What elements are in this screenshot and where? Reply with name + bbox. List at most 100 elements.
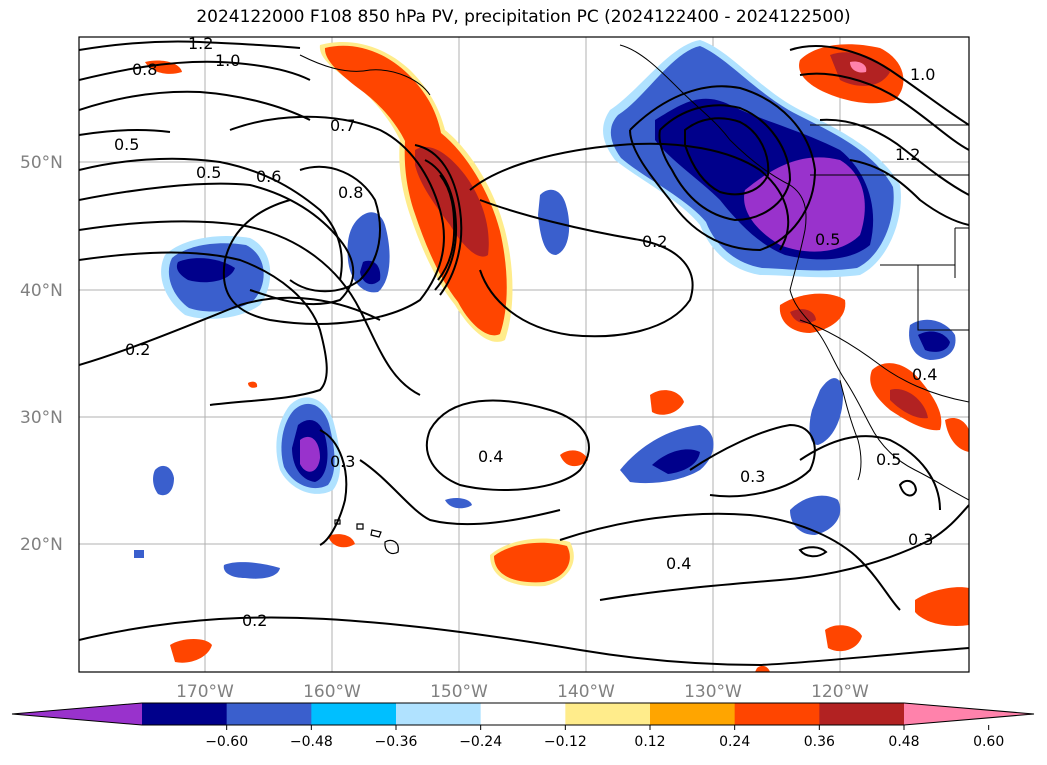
contour-0.7: [222, 115, 445, 325]
colorbar: −0.60 −0.48 −0.36 −0.24 −0.12 0.12 0.24 0.36 0.4…: [11, 702, 1035, 750]
lon-label-140w: 140°W: [557, 682, 615, 702]
colorbar-tick-label: −0.36: [375, 734, 418, 750]
precip-patch-2: [560, 450, 588, 467]
precip-negative-fills: [134, 40, 956, 579]
contour-label: 0.3: [908, 530, 933, 549]
contour-labels: 1.2 1.0 0.8 0.5 0.7 0.5 0.6 0.8 0.2 0.2 …: [114, 34, 937, 630]
pv-contours: [79, 40, 969, 667]
precip-patch-6: [170, 638, 212, 663]
lon-label-170w: 170°W: [176, 682, 234, 702]
contour-label: 1.0: [215, 51, 240, 70]
colorbar-tick-label: −0.12: [544, 734, 587, 750]
contour-0.2-south: [79, 616, 969, 667]
precip-area-nw-corner-max: [850, 61, 867, 73]
contour-label: 0.4: [912, 365, 937, 384]
precip-positive-fills: [145, 41, 969, 672]
precip-patch-5: [825, 625, 862, 652]
island-hawaii: [384, 539, 399, 555]
colorbar-tick-label: 0.36: [804, 734, 835, 750]
precip-area-mexico-east: [945, 418, 969, 452]
precip-patch-1: [650, 390, 684, 415]
contour-inner-3: [437, 174, 456, 281]
precip-patch-9: [755, 665, 770, 672]
contour-label: 0.8: [132, 60, 157, 79]
hawaiian-islands: [334, 519, 399, 555]
contour-nw-outer: [629, 85, 817, 252]
contour-1.0-top: [79, 60, 311, 81]
colorbar-tick-label: −0.48: [290, 734, 333, 750]
precip-area-central-north-strong: [176, 258, 235, 283]
contour-0.8-ne: [819, 118, 969, 196]
contour-label: 0.2: [642, 232, 667, 251]
contour-0.8-left: [79, 90, 311, 121]
contour-1.2-top: [79, 40, 301, 51]
contour-0.4-ring: [425, 399, 590, 491]
contour-1.2-ne: [799, 72, 969, 151]
contour-nw-mid: [658, 104, 792, 222]
lon-label-160w: 160°W: [303, 682, 361, 702]
latitude-labels: 50°N 40°N 30°N 20°N: [20, 153, 63, 555]
lat-label-50n: 50°N: [20, 153, 63, 173]
lon-label-150w: 150°W: [430, 682, 488, 702]
longitude-labels: 170°W 160°W 150°W 140°W 130°W 120°W: [176, 682, 869, 702]
precip-patch-4: [915, 587, 969, 626]
colorbar-segment: [226, 703, 312, 725]
colorbar-segment: [396, 703, 482, 725]
precip-patch-7: [328, 534, 355, 548]
colorbar-tick-label: 0.48: [888, 734, 919, 750]
precip-area-california-strong: [790, 309, 816, 324]
map-frame: [78, 36, 970, 673]
contour-0.2: [79, 296, 381, 366]
colorbar-outline: [11, 702, 1035, 726]
contour-label: 0.3: [330, 452, 355, 471]
colorbar-extend-low: [12, 703, 142, 725]
precip-dot-3: [445, 497, 472, 509]
island-maui: [370, 529, 382, 538]
precip-area-157w-strong: [360, 260, 381, 285]
precip-area-134w: [620, 425, 714, 484]
coastline-alaska: [299, 54, 431, 96]
precip-area-134w-strong: [652, 449, 700, 474]
contour-1.0-ne: [789, 45, 969, 126]
precip-area-baja-south: [790, 495, 841, 535]
colorbar-segment: [734, 703, 820, 725]
contour-0.5-left: [79, 128, 171, 136]
us-mexico-border: [799, 319, 969, 403]
contour-small-ring-2: [798, 546, 828, 558]
contour-0.5-mexico: [799, 435, 941, 511]
contour-label: 1.0: [910, 65, 935, 84]
contour-0.6: [79, 182, 355, 306]
precip-area-mexico-strong: [890, 389, 928, 419]
contour-0.2-east: [479, 199, 694, 338]
map-title: 2024122000 F108 850 hPa PV, precipitatio…: [196, 7, 851, 27]
coastline-west-us-mexico: [789, 229, 969, 501]
map-plot-area: 1.2 1.0 0.8 0.5 0.7 0.5 0.6 0.8 0.2 0.2 …: [79, 34, 969, 672]
contour-nw-inner: [684, 117, 770, 196]
lon-label-130w: 130°W: [684, 682, 742, 702]
contour-mid: [79, 251, 328, 406]
contour-0.5-ne: [849, 159, 969, 226]
contour-label: 0.3: [740, 467, 765, 486]
contour-label: 0.4: [666, 554, 691, 573]
colorbar-tick-label: −0.24: [459, 734, 502, 750]
colorbar-tick-label: −0.60: [205, 734, 248, 750]
precip-dot-2: [223, 562, 280, 579]
colorbar-segment: [311, 703, 397, 725]
contour-label: 1.2: [188, 34, 213, 53]
lon-label-120w: 120°W: [811, 682, 869, 702]
contour-0.3-east: [689, 423, 816, 498]
contour-0.3-south: [599, 504, 969, 601]
precip-area-north-hawaii-max: [300, 436, 320, 472]
colorbar-segment: [565, 703, 651, 725]
colorbar-extend-high: [904, 703, 1034, 725]
colorbar-segment: [142, 703, 228, 725]
contour-0.3-hawaii: [319, 429, 348, 546]
contour-0.3: [79, 220, 421, 396]
contour-label: 0.6: [256, 167, 281, 186]
contour-label: 0.2: [242, 611, 267, 630]
contour-label: 0.5: [196, 163, 221, 182]
contour-label: 0.5: [876, 450, 901, 469]
colorbar-tick-label: 0.24: [719, 734, 750, 750]
colorbar-segment: [650, 703, 736, 725]
precip-dot-1: [153, 465, 174, 496]
